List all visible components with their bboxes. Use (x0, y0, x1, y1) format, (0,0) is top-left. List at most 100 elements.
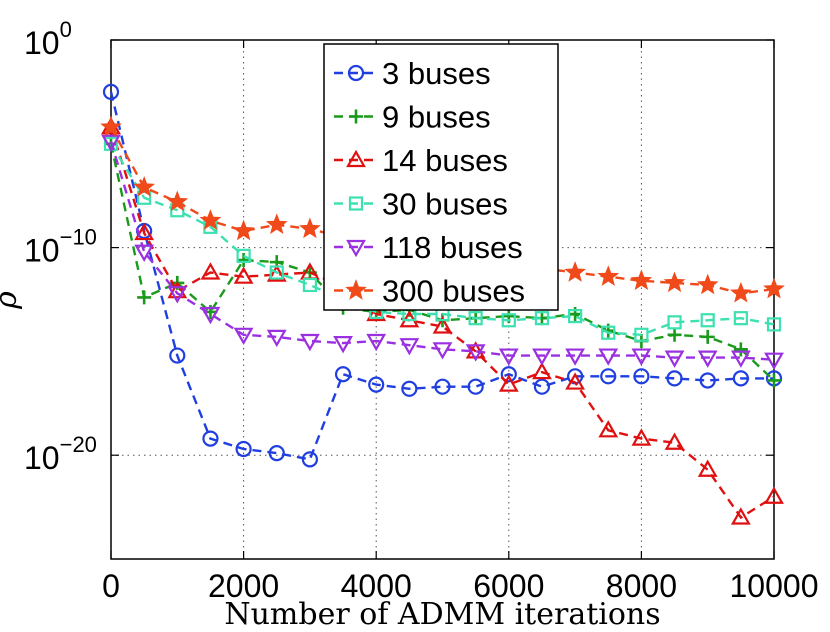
data-point (366, 333, 387, 352)
data-point (631, 348, 652, 366)
data-point (468, 311, 483, 326)
data-point (598, 420, 619, 438)
data-point (133, 176, 156, 197)
data-point (167, 286, 188, 304)
legend-item: 118 buses (334, 230, 523, 265)
legend-item: 300 buses (334, 274, 525, 309)
data-point (667, 315, 682, 330)
legend: 3 buses 9 buses 14 buses 30 buses 118 buses 3… (323, 43, 559, 311)
legend-label: 30 buses (382, 187, 508, 222)
y-tick-label: 10−10 (24, 225, 97, 269)
series-line (109, 143, 775, 337)
data-point (600, 368, 617, 385)
data-point (664, 350, 685, 368)
data-point (169, 347, 186, 364)
data-point (730, 507, 751, 525)
data-point (299, 217, 321, 239)
data-point (432, 316, 453, 334)
data-point (200, 262, 221, 280)
data-point (696, 273, 719, 295)
data-point (134, 222, 155, 241)
plot-frame (110, 39, 775, 560)
y-axis-label: ρ (0, 291, 24, 310)
data-point (166, 190, 189, 212)
data-point (300, 333, 320, 352)
data-point (265, 213, 288, 235)
data-point (432, 342, 453, 360)
series-118-buses (101, 134, 784, 370)
legend-item: 3 buses (334, 56, 491, 91)
data-point (532, 348, 552, 366)
data-point (598, 348, 619, 366)
legend-marker (346, 149, 366, 168)
data-point (567, 309, 583, 324)
data-point (302, 277, 317, 293)
data-point (301, 451, 318, 468)
data-point (601, 325, 616, 340)
legend-marker (345, 279, 367, 300)
data-point (533, 378, 551, 395)
data-point (167, 280, 188, 299)
data-point (534, 311, 550, 326)
data-point (729, 281, 752, 303)
data-point (199, 209, 222, 230)
data-point (565, 348, 585, 366)
legend-item: 14 buses (334, 143, 508, 178)
data-point (631, 428, 652, 446)
data-point (269, 265, 284, 280)
series-group (100, 83, 785, 525)
data-point (733, 311, 748, 326)
y-tick-label: 100 (24, 17, 72, 61)
data-point (366, 303, 387, 322)
data-point (268, 445, 285, 462)
data-point (733, 342, 748, 357)
data-point (236, 253, 251, 268)
data-point (401, 380, 418, 397)
data-point (500, 366, 517, 383)
axis-ticks: 0 2000 4000 6000 8000 10000 100 10−10 10−20 (24, 17, 818, 604)
legend-label: 14 buses (382, 143, 508, 178)
legend-item: 9 buses (334, 100, 491, 135)
legend-marker (348, 196, 364, 211)
data-point (235, 440, 252, 458)
legend-marker (347, 64, 365, 82)
data-point (630, 269, 653, 291)
data-point (498, 374, 519, 392)
data-point (732, 370, 749, 387)
data-point (101, 134, 121, 152)
data-point (498, 348, 519, 366)
data-point (102, 83, 120, 101)
data-point (667, 327, 682, 342)
data-point (501, 313, 516, 328)
data-point (634, 327, 649, 342)
data-point (233, 327, 254, 346)
legend-label: 3 buses (382, 56, 491, 91)
data-point (334, 366, 352, 383)
data-point (767, 373, 781, 388)
data-point (730, 350, 751, 368)
data-point (233, 266, 254, 284)
data-point (664, 432, 685, 450)
data-point (266, 264, 287, 282)
data-point (764, 486, 784, 504)
x-axis-label: Number of ADMM iterations (224, 597, 660, 632)
x-tick-label: 6000 (473, 568, 544, 604)
data-point (467, 378, 484, 395)
data-point (368, 376, 385, 393)
legend-marker (349, 109, 363, 124)
data-point (266, 329, 287, 348)
x-tick-label: 10000 (730, 568, 819, 604)
data-point (532, 361, 552, 380)
data-point (663, 271, 686, 293)
x-tick-label: 0 (102, 568, 120, 604)
series-line (109, 141, 775, 361)
data-point (633, 368, 650, 385)
data-point (666, 370, 683, 387)
data-point (763, 277, 785, 299)
data-point (700, 329, 715, 344)
data-point (399, 338, 420, 356)
data-point (699, 372, 716, 389)
legend-label: 9 buses (382, 100, 491, 135)
data-point (434, 378, 451, 395)
